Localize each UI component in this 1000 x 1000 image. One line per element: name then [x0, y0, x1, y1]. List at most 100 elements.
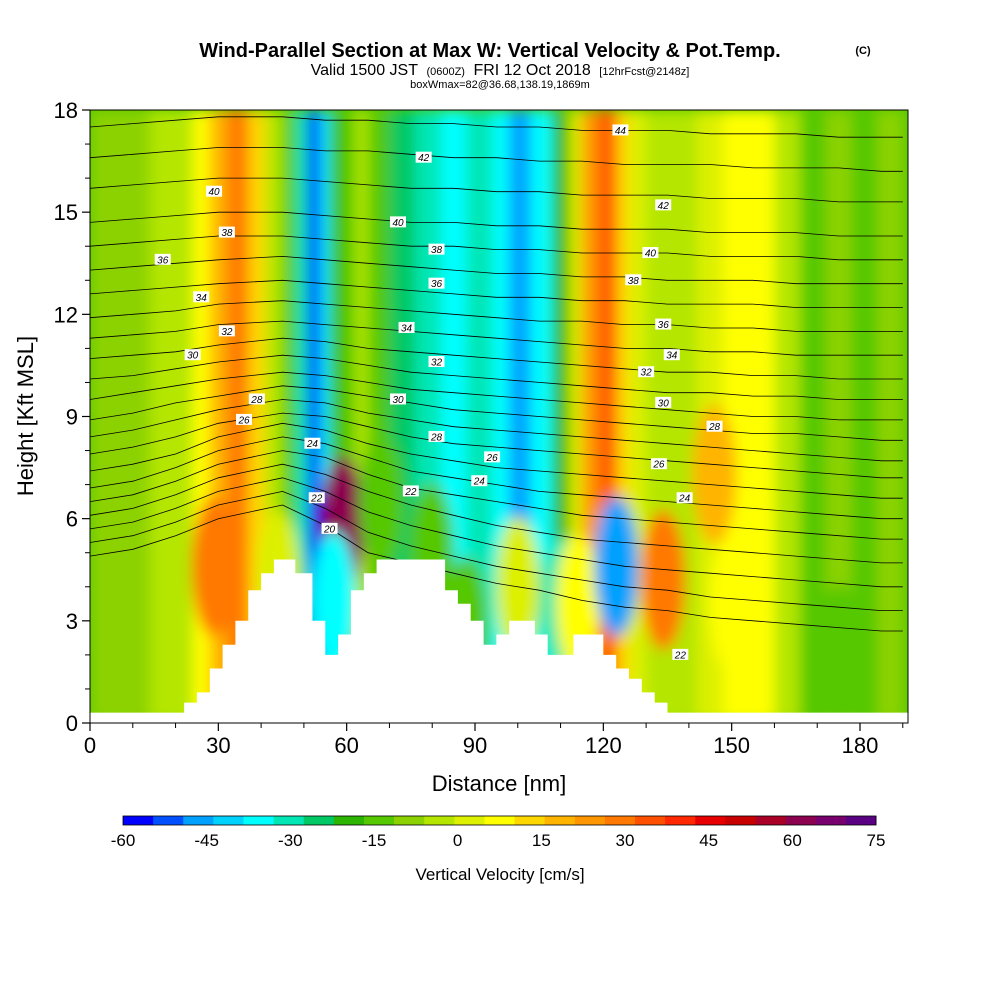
isentrope-label-text: 38 [221, 228, 233, 239]
isentrope-label: 30 [184, 349, 201, 362]
isentrope-44 [90, 116, 903, 138]
x-tick-label: 150 [713, 733, 750, 758]
velocity-feature [816, 584, 861, 723]
isentrope-label: 40 [390, 216, 406, 229]
isentrope-label: 30 [390, 393, 406, 406]
isentrope-label: 22 [308, 492, 325, 505]
colorbar-swatch [243, 816, 275, 825]
isentrope-32 [90, 337, 903, 380]
box-info: boxWmax=82@36.68,138.19,1869m [410, 79, 590, 91]
isentrope-label: 30 [655, 396, 672, 409]
isentrope-label-text: 24 [473, 477, 486, 488]
isentrope-label-bg [390, 393, 406, 405]
isentrope-label: 22 [402, 485, 419, 498]
isentrope-label: 24 [304, 437, 321, 450]
x-tick-label: 30 [206, 733, 230, 758]
isentrope-23 [90, 463, 903, 564]
isentrope-label-bg [236, 413, 252, 425]
isentrope-label-bg [321, 522, 338, 534]
isentrope-label-bg [625, 274, 642, 286]
isentrope-30 [90, 371, 903, 421]
isentrope-label-text: 28 [250, 395, 263, 406]
isentrope-label-text: 32 [221, 327, 233, 338]
y-tick-label: 9 [66, 405, 78, 430]
isentrope-label-text: 24 [678, 494, 691, 505]
isentrope-27 [90, 412, 903, 479]
isentrope-label-text: 30 [658, 398, 670, 409]
velocity-column [90, 110, 126, 723]
isentrope-label-bg [193, 291, 210, 303]
y-tick-label: 12 [54, 302, 78, 327]
isentrope-label: 26 [484, 451, 501, 464]
velocity-feature [692, 404, 737, 545]
isentrope-label-bg [390, 216, 406, 228]
isentrope-label-text: 38 [431, 245, 443, 256]
velocity-field [90, 110, 904, 723]
isentrope-42 [90, 147, 903, 172]
velocity-feature [641, 509, 686, 650]
isentrope-20 [90, 504, 903, 632]
chart-title: Wind-Parallel Section at Max W: Vertical… [199, 40, 780, 62]
isentrope-label-bg [655, 199, 672, 211]
isentrope-label-text: 36 [431, 279, 443, 290]
colorbar-swatch [484, 816, 516, 825]
isentrope-label-text: 22 [404, 487, 417, 498]
y-tick-label: 15 [54, 200, 78, 225]
isentrope-label-bg [304, 437, 321, 449]
isentrope-label: 24 [676, 492, 693, 505]
velocity-column [124, 110, 151, 723]
isentrope-21 [90, 490, 903, 611]
colorbar-swatch [635, 816, 666, 825]
isentrope-label: 38 [218, 226, 235, 239]
colorbar-swatch [695, 816, 726, 825]
velocity-feature [594, 496, 639, 637]
isentrope-label-bg [638, 366, 655, 378]
colorbar-label: 60 [783, 831, 802, 850]
x-tick-label: 60 [334, 733, 358, 758]
isentrope-label: 38 [428, 243, 445, 256]
x-axis-label: Distance [nm] [432, 771, 567, 796]
colorbar-title: Vertical Velocity [cm/s] [415, 865, 584, 884]
colorbar-swatch [454, 816, 485, 825]
isentrope-label-text: 32 [641, 368, 653, 379]
isentrope-label-bg [663, 349, 680, 361]
colorbar-swatch [183, 816, 214, 825]
isentrope-label: 38 [625, 274, 642, 287]
colorbar-label: 0 [453, 831, 462, 850]
isentrope-label-bg [398, 321, 415, 333]
isentrope-label-text: 38 [628, 276, 640, 287]
plot-area: 4038363432302826242220424038363432302826… [90, 110, 908, 723]
isentrope-25 [90, 436, 903, 520]
colorbar-frame [122, 815, 877, 826]
isentrope-label-text: 40 [208, 187, 220, 198]
velocity-column [149, 110, 177, 723]
velocity-feature [192, 496, 237, 637]
isentrope-label-bg [484, 451, 501, 463]
colorbar-swatch [303, 816, 335, 825]
forecast-info: [12hrFcst@2148z] [599, 66, 689, 78]
colorbar-swatch [815, 816, 847, 825]
isentrope-label: 40 [206, 185, 223, 198]
isentrope-label-text: 36 [157, 255, 169, 266]
isentrope-label-bg [428, 277, 445, 289]
isentrope-label-bg [655, 396, 672, 408]
velocity-column [329, 110, 340, 723]
colorbar-swatch [755, 816, 787, 825]
colorbar-swatch [604, 816, 636, 825]
isentrope-label: 20 [321, 522, 338, 535]
isentrope-22 [90, 477, 903, 588]
isentrope-label-bg [706, 420, 723, 432]
isentrope-35 [90, 279, 903, 308]
colorbar-swatch [363, 816, 395, 825]
isentrope-label-text: 34 [666, 351, 678, 362]
isentrope-label: 34 [663, 349, 680, 362]
isentrope-label: 28 [248, 393, 265, 406]
colorbar-swatch [725, 816, 757, 825]
isentrope-label: 26 [650, 458, 667, 471]
isentrope-24 [90, 450, 903, 540]
isentrope-label: 36 [655, 318, 672, 331]
isentrope-label-bg [428, 430, 445, 442]
isentrope-label: 26 [236, 413, 252, 426]
isentrope-label: 36 [428, 277, 445, 290]
